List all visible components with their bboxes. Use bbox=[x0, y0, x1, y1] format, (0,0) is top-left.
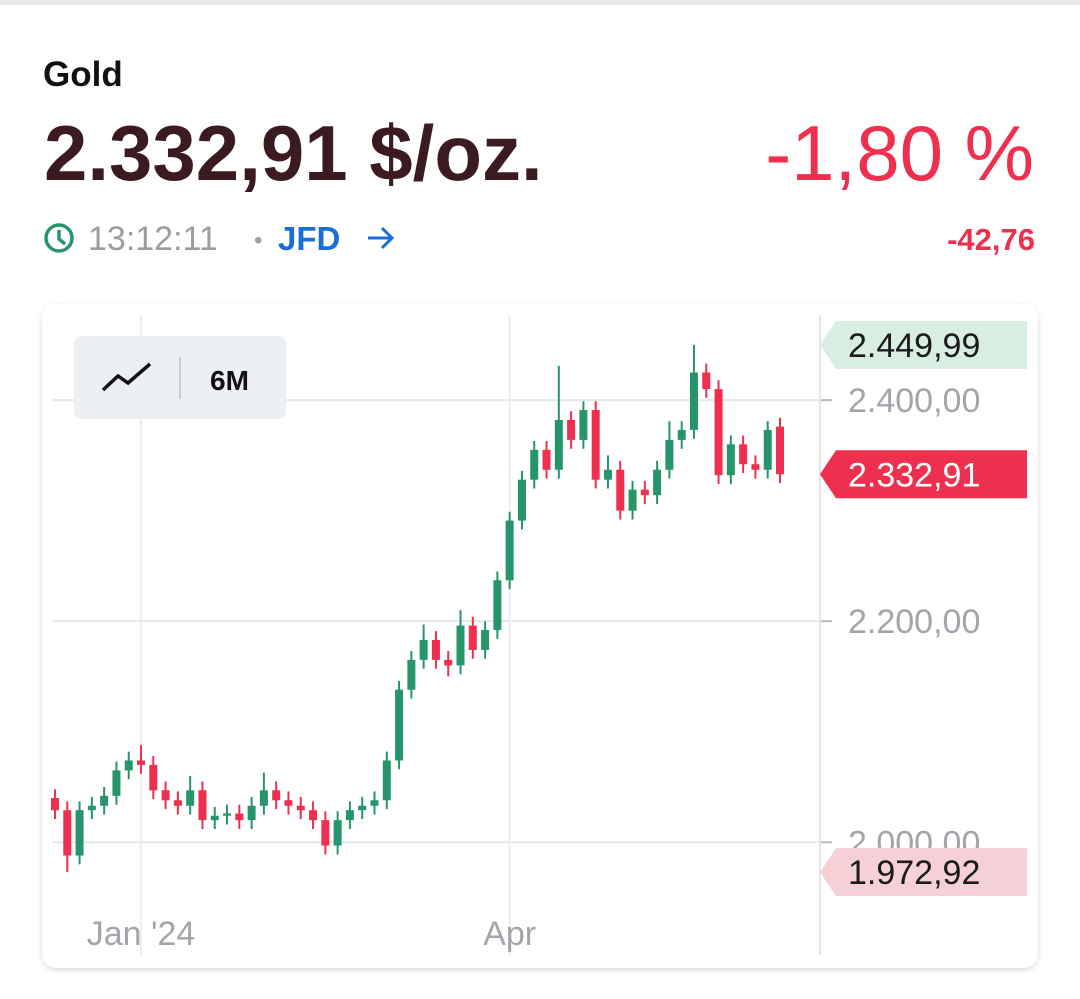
candle-body bbox=[407, 659, 416, 690]
candle-body bbox=[395, 689, 404, 761]
candle-body bbox=[517, 479, 526, 521]
asset-title: Gold bbox=[43, 55, 123, 94]
top-divider bbox=[0, 0, 1080, 5]
price-marker-label: 2.332,91 bbox=[848, 456, 980, 494]
candle-body bbox=[456, 625, 465, 666]
candle-body bbox=[628, 489, 637, 511]
arrow-icon[interactable] bbox=[368, 226, 395, 250]
candle-body bbox=[689, 372, 698, 430]
candle-body bbox=[468, 625, 477, 650]
source-link[interactable]: JFD bbox=[278, 220, 340, 257]
candle-body bbox=[63, 810, 72, 856]
candle-body bbox=[481, 630, 490, 650]
candle-body bbox=[591, 410, 600, 480]
candle-body bbox=[124, 760, 133, 771]
candle-body bbox=[640, 489, 649, 496]
candle-body bbox=[358, 805, 367, 811]
price-marker bbox=[820, 450, 1027, 499]
change: -42,76 bbox=[947, 222, 1035, 257]
candle-body bbox=[173, 800, 182, 806]
candle-body bbox=[137, 760, 146, 765]
candle-body bbox=[161, 790, 170, 801]
candle-body bbox=[259, 790, 268, 806]
candle-body bbox=[579, 410, 588, 440]
line-chart-toggle[interactable] bbox=[101, 362, 152, 392]
candle-body bbox=[530, 449, 539, 480]
candle-body bbox=[186, 790, 195, 806]
candle-body bbox=[87, 805, 96, 811]
candle-body bbox=[702, 372, 711, 390]
change-percent: -1,80 % bbox=[765, 109, 1034, 197]
candle-body bbox=[149, 764, 158, 791]
candle-body bbox=[370, 800, 379, 806]
candle-body bbox=[210, 815, 219, 821]
candle-body bbox=[419, 639, 428, 660]
candle-body bbox=[321, 820, 330, 846]
candle-body bbox=[247, 805, 256, 821]
candle-body bbox=[763, 429, 772, 470]
candle-body bbox=[382, 760, 391, 801]
candle-body bbox=[653, 469, 662, 496]
candle-body bbox=[567, 420, 576, 440]
candle-body bbox=[776, 426, 784, 475]
range-button[interactable]: 6M bbox=[210, 365, 249, 396]
candle-body bbox=[235, 813, 244, 821]
candle-body bbox=[272, 790, 281, 801]
y-tick-label: 2.400,00 bbox=[848, 382, 980, 420]
price-marker-label: 1.972,92 bbox=[848, 854, 980, 892]
price-marker-label: 2.449,99 bbox=[848, 327, 980, 365]
price-marker bbox=[820, 320, 1027, 369]
candle-body bbox=[751, 464, 760, 470]
candle-body bbox=[444, 659, 453, 666]
candle-body bbox=[75, 810, 84, 856]
candle-body bbox=[493, 580, 502, 631]
price: 2.332,91 $/oz. bbox=[44, 109, 543, 197]
candle-body bbox=[112, 770, 121, 796]
separator: • bbox=[254, 227, 262, 254]
candle-body bbox=[223, 813, 232, 816]
candle-body bbox=[505, 520, 514, 581]
candle-body bbox=[100, 795, 109, 806]
candle-body bbox=[309, 810, 318, 821]
candle-body bbox=[665, 439, 674, 470]
candle-body bbox=[726, 444, 735, 476]
x-tick-label: Apr bbox=[483, 915, 536, 953]
candle-body bbox=[677, 429, 686, 440]
price-marker bbox=[820, 848, 1027, 897]
candle-body bbox=[554, 420, 563, 470]
candle-body bbox=[739, 444, 748, 465]
time: 13:12:11 bbox=[88, 220, 218, 258]
candle-body bbox=[198, 790, 207, 821]
candle-body bbox=[603, 469, 612, 480]
candle-body bbox=[616, 469, 625, 511]
candle-body bbox=[296, 805, 305, 811]
candle-body bbox=[284, 800, 293, 806]
y-tick-label: 2.200,00 bbox=[848, 603, 980, 641]
x-tick-label: Jan '24 bbox=[87, 915, 196, 953]
candle-body bbox=[431, 639, 440, 660]
candle-body bbox=[714, 389, 723, 476]
candle-body bbox=[542, 449, 551, 470]
clock-icon bbox=[44, 223, 74, 253]
candle-body bbox=[345, 810, 354, 821]
candle-body bbox=[333, 820, 342, 846]
candle-body bbox=[51, 798, 59, 811]
